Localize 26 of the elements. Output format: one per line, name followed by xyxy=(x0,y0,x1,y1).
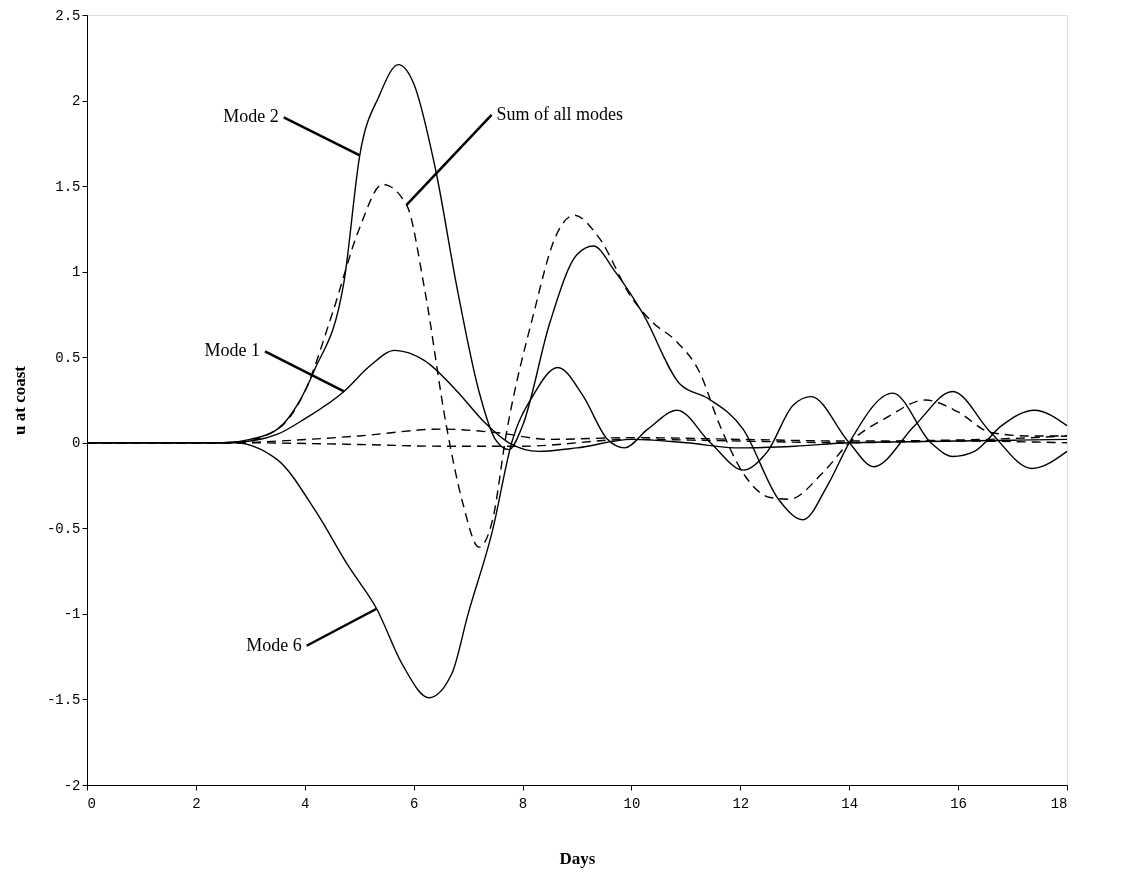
y-tick-label: 1 xyxy=(72,264,81,281)
annotation: Mode 1 xyxy=(204,340,260,361)
x-tick-label: 2 xyxy=(192,795,201,812)
x-tick-label: 10 xyxy=(623,795,641,812)
annotation: Sum of all modes xyxy=(496,103,624,124)
y-tick-label: -2 xyxy=(63,777,81,794)
x-tick-label: 18 xyxy=(1050,795,1068,812)
x-tick-label: 16 xyxy=(950,795,968,812)
y-axis-title: u at coast xyxy=(9,365,29,435)
annotation: Mode 6 xyxy=(246,634,302,655)
x-tick-label: 12 xyxy=(732,795,750,812)
x-axis-title: Days xyxy=(559,848,596,868)
y-tick-label: 1.5 xyxy=(55,178,81,195)
y-tick-label: 2.5 xyxy=(55,7,81,24)
y-tick-label: 2 xyxy=(72,93,81,110)
x-tick-label: 4 xyxy=(301,795,310,812)
y-tick-label: -0.5 xyxy=(46,520,81,537)
y-tick-label: -1.5 xyxy=(46,691,81,708)
annotation: Mode 2 xyxy=(223,106,279,127)
x-tick-label: 0 xyxy=(87,795,96,812)
x-tick-label: 8 xyxy=(518,795,528,812)
y-tick-label: 0 xyxy=(72,435,81,452)
x-tick-label: 14 xyxy=(841,795,859,812)
x-tick-label: 6 xyxy=(409,795,419,812)
y-tick-label: -1 xyxy=(63,606,81,623)
y-tick-label: 0.5 xyxy=(55,349,81,366)
